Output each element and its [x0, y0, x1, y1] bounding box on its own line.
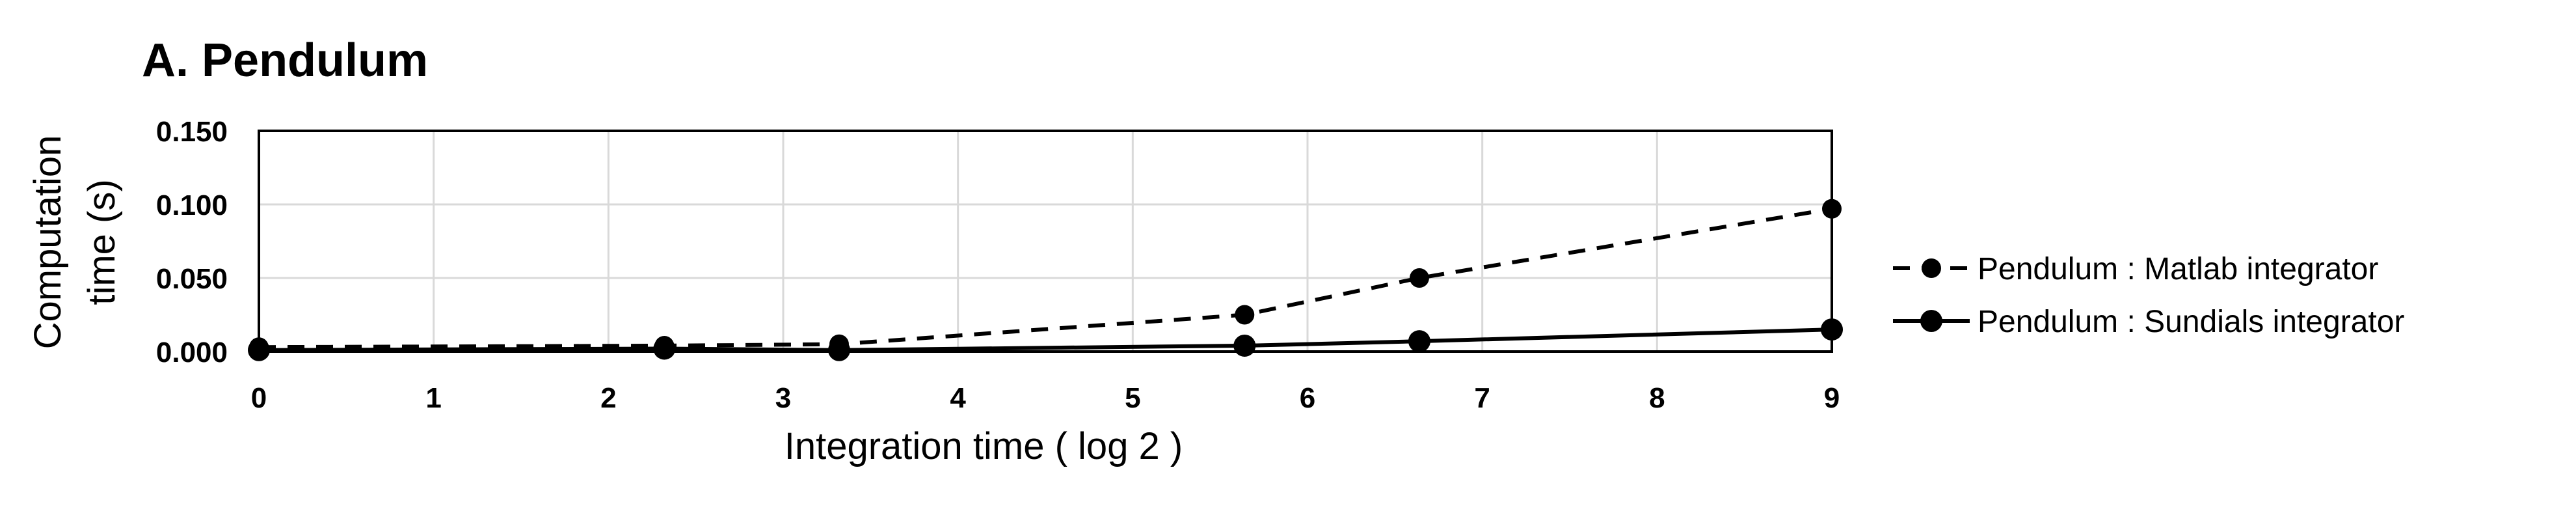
x-tick-label: 5 — [1125, 382, 1140, 414]
x-tick-label: 3 — [775, 382, 791, 414]
legend-item: Pendulum : Sundials integrator — [1893, 305, 2404, 339]
series-line — [258, 206, 1832, 350]
y-axis-label: Computation time (s) — [27, 135, 123, 350]
y-tick-label: 0.100 — [156, 189, 228, 221]
y-tick-label: 0.050 — [156, 263, 228, 295]
legend: Pendulum : Matlab integrator Pendulum : S… — [1893, 252, 2404, 339]
data-point — [1409, 268, 1429, 288]
chart-title: A. Pendulum — [142, 35, 428, 87]
series-sundials — [248, 318, 1843, 361]
x-tick-label: 9 — [1824, 382, 1840, 414]
legend-marker — [1922, 258, 1941, 278]
x-tick-label: 7 — [1474, 382, 1490, 414]
legend-label: Pendulum : Matlab integrator — [1978, 252, 2378, 286]
data-point — [1821, 318, 1843, 341]
grid — [258, 130, 1833, 353]
data-point — [248, 339, 270, 361]
y-tick-label: 0.150 — [156, 116, 228, 148]
legend-label: Pendulum : Sundials integrator — [1978, 305, 2404, 339]
y-axis-label-line-1: Computation — [27, 135, 69, 350]
x-tick-label: 1 — [425, 382, 441, 414]
data-point — [1408, 330, 1430, 353]
x-tick-label: 2 — [600, 382, 616, 414]
y-tick-label: 0.000 — [156, 337, 228, 368]
x-axis-label: Integration time ( log 2 ) — [785, 425, 1183, 467]
x-tick-label: 8 — [1649, 382, 1665, 414]
x-axis: 0 1 2 3 4 5 6 7 8 9 — [251, 382, 1840, 414]
data-point — [1235, 305, 1255, 325]
series-line — [258, 327, 1832, 352]
plot-frame — [258, 130, 1833, 353]
data-point — [653, 337, 676, 360]
data-point — [827, 339, 850, 361]
data-point — [1233, 334, 1256, 357]
x-tick-label: 6 — [1300, 382, 1315, 414]
legend-item: Pendulum : Matlab integrator — [1893, 252, 2378, 286]
y-axis-label-line-2: time (s) — [81, 179, 123, 305]
x-tick-label: 4 — [950, 382, 966, 414]
series-layer — [248, 199, 1843, 361]
x-tick-label: 0 — [251, 382, 267, 414]
data-point — [1822, 199, 1842, 219]
y-axis: 0.000 0.050 0.100 0.150 — [156, 116, 228, 368]
legend-marker — [1920, 310, 1942, 332]
